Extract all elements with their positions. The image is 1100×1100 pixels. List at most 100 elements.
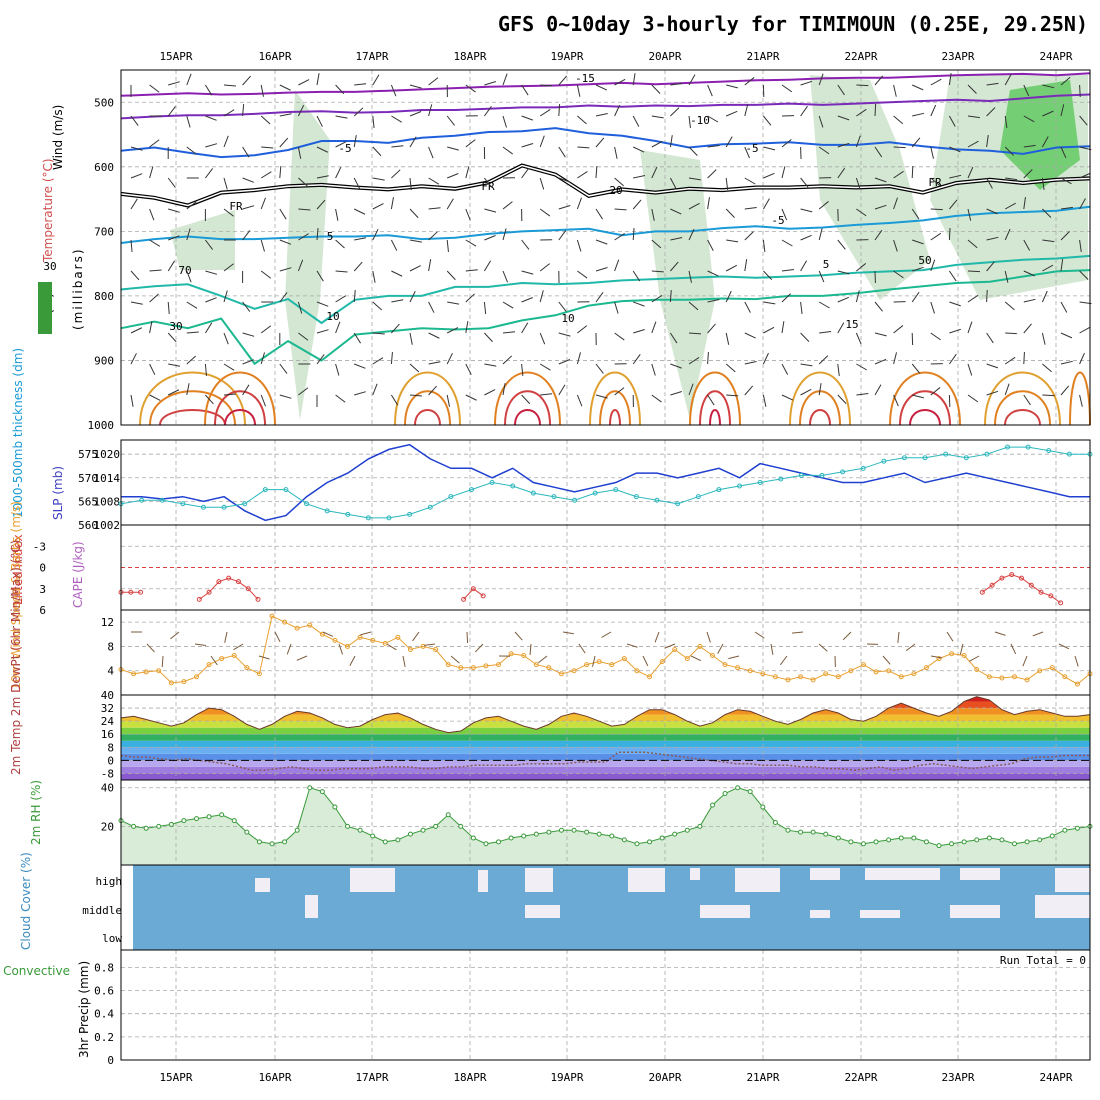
wind-barb xyxy=(632,146,645,153)
surface-wind-barb xyxy=(1032,631,1044,637)
surface-wind-barb xyxy=(170,631,180,640)
lifted-index-marker xyxy=(979,589,985,595)
wind-barb xyxy=(818,146,830,155)
isotherm--10 xyxy=(120,93,1091,120)
wind-barb xyxy=(484,332,493,343)
day-label-top: 23APR xyxy=(941,50,974,63)
wind-barb xyxy=(391,145,404,148)
slp-marker xyxy=(695,494,701,500)
wind-barb xyxy=(856,393,869,396)
wind-barb xyxy=(279,267,292,272)
wind-speed-marker xyxy=(407,646,413,652)
surface-wind-barb xyxy=(642,655,649,667)
wind-barb xyxy=(1023,115,1035,123)
wind-barb xyxy=(707,351,709,365)
wind-barb xyxy=(930,177,941,187)
surface-wind-barb xyxy=(562,631,574,635)
wind-barb xyxy=(1004,202,1016,210)
rh-marker xyxy=(785,827,791,833)
wind-speed-marker xyxy=(219,656,225,662)
wind-barb xyxy=(409,239,422,243)
temp-band xyxy=(121,753,1090,761)
wind-barb xyxy=(316,301,329,307)
rh-marker xyxy=(848,839,854,845)
rh-marker xyxy=(961,839,967,845)
wind-barb xyxy=(1004,146,1015,156)
wind-barb xyxy=(353,107,364,117)
wind-barb xyxy=(149,84,160,93)
wind-barb xyxy=(1042,208,1052,218)
wind-barb xyxy=(242,359,254,365)
wind-barb xyxy=(874,177,887,183)
isotherm-label: 10 xyxy=(561,312,574,325)
wind-barb xyxy=(614,78,626,86)
wind-barb xyxy=(800,105,808,117)
wind-barb xyxy=(986,208,998,215)
wind-speed-marker xyxy=(709,653,715,659)
wind-barb xyxy=(1079,172,1091,179)
wind-barb xyxy=(446,270,456,281)
wind-barb xyxy=(893,170,904,179)
wind-barb xyxy=(818,383,822,396)
wind-barb xyxy=(502,146,514,155)
wind-speed-marker xyxy=(307,622,313,628)
wind-barb xyxy=(763,270,773,280)
wind-speed-marker xyxy=(332,637,338,643)
wind-barb xyxy=(949,199,958,210)
wind-barb xyxy=(223,208,234,217)
thickness-tick: 570 xyxy=(78,472,98,485)
surface-wind-barb xyxy=(1010,643,1017,655)
warm-isotherm xyxy=(224,409,256,426)
wind-barb xyxy=(633,329,645,334)
wind-barb xyxy=(149,139,160,148)
warm-isotherm xyxy=(214,390,266,426)
wind-barb xyxy=(744,385,754,396)
surface-wind-barb xyxy=(969,655,980,662)
warm-isotherm xyxy=(1069,371,1091,426)
slp-marker xyxy=(407,511,413,517)
wind-barb xyxy=(130,327,143,334)
wind-barb xyxy=(167,260,175,272)
cloud-clear-patch xyxy=(350,868,395,892)
wind-barb xyxy=(539,290,544,303)
wind-barb xyxy=(707,239,714,251)
cloud-fill xyxy=(133,865,1090,950)
wind-barb xyxy=(614,301,619,314)
wind-barb xyxy=(967,166,974,179)
wind-barb xyxy=(149,269,162,272)
rh-marker xyxy=(1024,839,1030,845)
wind-barb xyxy=(483,301,487,314)
wind-barb xyxy=(167,389,180,396)
slp-marker xyxy=(943,451,949,457)
surface-wind-barb xyxy=(930,655,942,659)
wind-barb xyxy=(167,332,177,343)
day-label-top: 15APR xyxy=(159,50,192,63)
temp-line xyxy=(120,696,1091,734)
wind-barb xyxy=(855,290,860,303)
wind-barb xyxy=(428,146,434,159)
isotherm-label: 15 xyxy=(845,318,858,331)
wind-barb xyxy=(632,115,640,127)
slp-marker xyxy=(633,494,639,500)
lifted-index-marker xyxy=(461,596,467,602)
wind-barb xyxy=(688,270,692,283)
rh-tick: 20 xyxy=(101,820,114,833)
wind-barb xyxy=(483,105,492,117)
lifted-index-line xyxy=(199,577,259,600)
isotherm-label: -10 xyxy=(690,114,710,127)
wind-barb xyxy=(967,363,973,376)
wind-barb xyxy=(651,208,655,221)
lifted-axis-label: Lifted Index xyxy=(11,534,25,605)
wind-barb xyxy=(428,231,438,241)
panel-frame-precip xyxy=(120,949,1091,1061)
isotherm-label: 30 xyxy=(169,320,182,333)
wind-barb xyxy=(725,208,735,218)
isotherm-label: FR xyxy=(928,176,942,189)
wind-barb xyxy=(354,363,366,369)
rh-marker xyxy=(1037,837,1043,843)
lifted-index-marker xyxy=(255,596,261,602)
wind-barb xyxy=(856,84,869,87)
temp-band xyxy=(121,773,1090,780)
wind-barb xyxy=(1004,356,1016,365)
lifted-index-marker xyxy=(470,586,476,592)
